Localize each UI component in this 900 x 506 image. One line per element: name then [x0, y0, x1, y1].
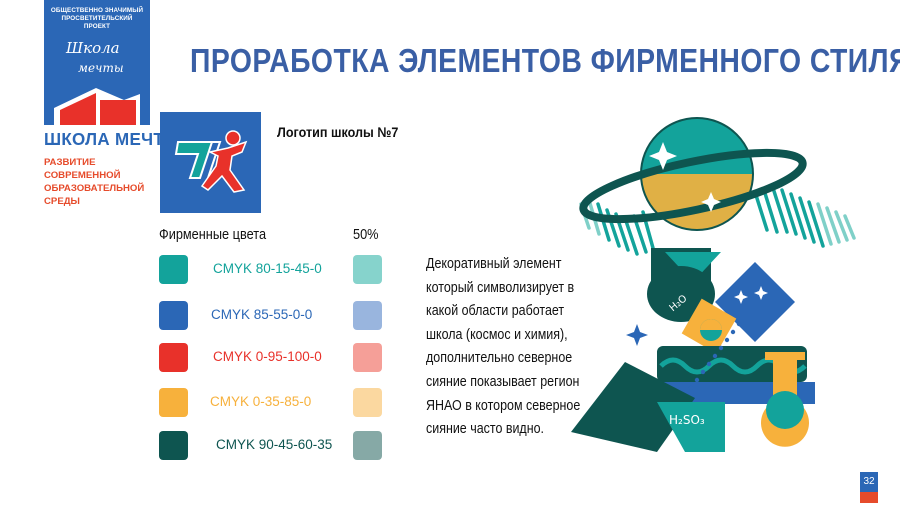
color-swatch-50: [353, 301, 382, 330]
brand-name: ШКОЛА МЕЧТЫ: [44, 129, 181, 150]
page-title: ПРОРАБОТКА ЭЛЕМЕНТОВ ФИРМЕННОГО СТИЛЯ: [190, 42, 900, 79]
cmyk-label: CMYK 85-55-0-0: [211, 307, 313, 322]
color-swatch: [159, 301, 188, 330]
half-tone-heading: 50%: [353, 226, 379, 243]
color-swatch-50: [353, 431, 382, 460]
space-chemistry-illustration: H₂O H₂SO₃: [571, 117, 856, 452]
color-swatch-50: [353, 343, 382, 372]
planet-icon: [579, 117, 807, 231]
colors-heading: Фирменные цвета: [159, 226, 267, 243]
color-swatch: [159, 343, 188, 372]
brand-script-line1: Школа: [65, 39, 120, 57]
formula-h2so3: H₂SO₃: [669, 413, 705, 427]
cmyk-label: CMYK 0-95-100-0: [213, 349, 322, 364]
school-logo: [160, 112, 261, 213]
cmyk-label: CMYK 0-35-85-0: [210, 394, 312, 409]
page-number: 32: [863, 476, 875, 487]
color-swatch-50: [353, 255, 382, 284]
dotted-line-decoration: [688, 321, 742, 391]
cmyk-label: CMYK 90-45-60-35: [216, 437, 333, 452]
brand-script-line2: мечты: [78, 61, 124, 75]
sparkle-icon: [626, 324, 648, 346]
cmyk-label: CMYK 80-15-45-0: [213, 261, 322, 276]
description-text: Декоративный элемент который символизиру…: [426, 256, 581, 438]
chemistry-shapes: H₂O H₂SO₃: [571, 248, 815, 452]
brand-top-text: ОБЩЕСТВЕННО ЗНАЧИМЫЙ ПРОСВЕТИТЕЛЬСКИЙ ПР…: [50, 7, 144, 30]
brand-subtitle: РАЗВИТИЕ СОВРЕМЕННОЙ ОБРАЗОВАТЕЛЬНОЙ СРЕ…: [44, 157, 145, 207]
color-swatch-50: [353, 388, 382, 417]
color-swatch: [159, 431, 188, 460]
school-7-logo-icon: [174, 130, 248, 193]
logo-caption: Логотип школы №7: [277, 124, 399, 140]
page-number-accent: [860, 492, 878, 503]
building-icon: [44, 84, 150, 125]
color-swatch: [159, 255, 188, 284]
school-of-dreams-logo: Школа мечты: [65, 39, 124, 75]
brand-banner: ОБЩЕСТВЕННО ЗНАЧИМЫЙ ПРОСВЕТИТЕЛЬСКИЙ ПР…: [44, 0, 150, 125]
color-swatch: [159, 388, 188, 417]
